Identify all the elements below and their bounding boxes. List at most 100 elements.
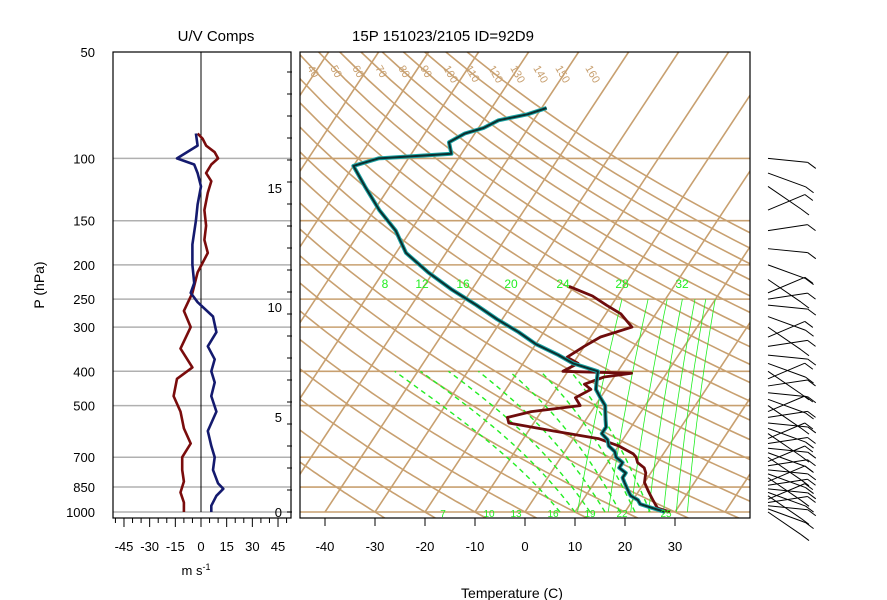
temperature-tick-label: 30: [668, 539, 682, 554]
moist-adiabat-label: 19: [584, 509, 596, 520]
pressure-axis: 50 100 150 200 250 300 400 500 700 850 1000: [66, 45, 95, 520]
wind-barb-staff: [767, 427, 806, 443]
height-tick-label: 10: [268, 300, 282, 315]
dewpoint-line: [352, 107, 666, 513]
mixing-ratio-label: 16: [456, 277, 470, 291]
wind-barb-staff: [767, 172, 806, 188]
pressure-tick-label: 700: [73, 450, 95, 465]
wind-barb-flag: [805, 522, 814, 530]
isotherm-line: [0, 52, 179, 512]
potential-temp-label: 130: [507, 64, 527, 86]
wind-barb-staff: [767, 436, 808, 444]
mixing-ratio-line: [675, 299, 707, 513]
wind-barb-flag: [807, 224, 816, 232]
wind-barb-staff: [767, 491, 806, 507]
wind-barb-flag: [807, 509, 817, 517]
v-component-line: [175, 133, 225, 512]
moist-adiabat-line: [570, 370, 651, 513]
moist-adiabat-line: [477, 370, 606, 513]
wind-barb-flag: [807, 358, 817, 366]
height-tick-label: 5: [275, 410, 282, 425]
uv-x-tick-label: -15: [166, 539, 185, 554]
wind-barb-staff: [767, 194, 806, 211]
wind-barb-staff: [767, 398, 806, 414]
wind-barb-staff: [767, 395, 806, 413]
isotherm-line: [775, 52, 887, 512]
wind-barb-staff: [767, 304, 808, 310]
isotherm-line: [300, 52, 330, 97]
temperature-tick-label: -20: [416, 539, 435, 554]
moist-adiabat-label: 16: [547, 509, 559, 520]
potential-temp-label: 100: [440, 64, 460, 86]
wind-barb-flag: [805, 278, 814, 285]
wind-barb-staff: [767, 264, 806, 280]
pressure-axis-label: P (hPa): [31, 261, 47, 308]
wind-barb-staff: [767, 405, 802, 429]
wind-barb-flag: [807, 379, 816, 387]
moist-adiabat-label: 7: [440, 509, 446, 520]
wind-barb-staff: [767, 186, 802, 210]
dry-adiabat-line: [360, 52, 750, 314]
uv-x-axis: -45 -30 -15 0 15 30 45: [115, 518, 288, 554]
pressure-tick-label: 150: [73, 214, 95, 229]
dry-adiabat-line: [300, 77, 750, 384]
wind-barb-flag: [804, 321, 814, 328]
wind-barb-staff: [767, 445, 806, 463]
mixing-ratio-label: 32: [675, 277, 689, 291]
isotherm-line: [0, 52, 29, 512]
temperature-tick-label: 10: [568, 539, 582, 554]
moist-adiabat-label: 22: [616, 509, 628, 520]
pressure-tick-label: 500: [73, 399, 95, 414]
temperature-axis-label: Temperature (C): [461, 585, 563, 600]
moist-adiabat-line: [539, 370, 636, 513]
wind-barb-staff: [767, 505, 808, 511]
wind-barb-staff: [767, 316, 806, 331]
wind-barb-staff: [767, 276, 806, 294]
wind-barbs: [767, 157, 817, 541]
moist-adiabat-line: [420, 370, 576, 513]
uv-series: [172, 132, 225, 512]
wind-barb-flag: [807, 496, 816, 503]
potential-temp-label: 160: [582, 64, 602, 86]
isotherm-line: [674, 396, 750, 513]
wind-barb-flag: [807, 437, 816, 444]
skewt-panel: 15P 151023/2105 ID=92D9 40 50 60 70 80 90 100 1…: [0, 28, 887, 600]
height-axis: 0 5 10 15: [268, 71, 292, 520]
uv-isobar-lines: [113, 157, 291, 513]
wind-barb-staff: [767, 157, 808, 163]
wind-barb-flag: [805, 329, 814, 337]
wind-barb-staff: [767, 508, 806, 524]
isotherm-line: [324, 52, 630, 513]
wind-barb-staff: [767, 456, 802, 481]
wind-barb-staff: [767, 447, 808, 453]
mixing-ratio-line: [687, 299, 716, 513]
wind-barb-flag: [804, 483, 814, 491]
dry-adiabat-line: [300, 126, 750, 421]
dry-adiabat-line: [300, 367, 539, 518]
uv-x-tick-label: -45: [115, 539, 134, 554]
moist-adiabat-label: 25: [660, 509, 672, 520]
wind-barb-flag: [805, 505, 814, 513]
mixing-ratio-line: [663, 299, 696, 513]
potential-temp-label: 110: [462, 64, 481, 85]
wind-barb-flag: [805, 186, 814, 194]
dry-adiabat-line: [300, 101, 750, 402]
wind-barb-staff: [767, 392, 808, 398]
wind-barb-flag: [800, 393, 810, 401]
wind-barb-flag: [805, 466, 814, 473]
dry-adiabat-line: [381, 52, 750, 297]
wind-barb-staff: [767, 511, 802, 535]
wind-barb-flag: [804, 422, 814, 430]
wind-barb-staff: [767, 495, 802, 519]
pressure-tick-label: 200: [73, 258, 95, 273]
wind-barb-flag: [807, 478, 816, 486]
pressure-tick-label: 100: [73, 151, 95, 166]
wind-barb-flag: [807, 252, 817, 260]
mixing-ratio-lines: [577, 299, 716, 513]
wind-barb-flag: [807, 162, 817, 169]
wind-barb-flag: [800, 534, 810, 541]
wind-barb-staff: [767, 354, 808, 360]
mixing-ratio-label: 20: [504, 277, 518, 291]
pressure-tick-label: 400: [73, 364, 95, 379]
